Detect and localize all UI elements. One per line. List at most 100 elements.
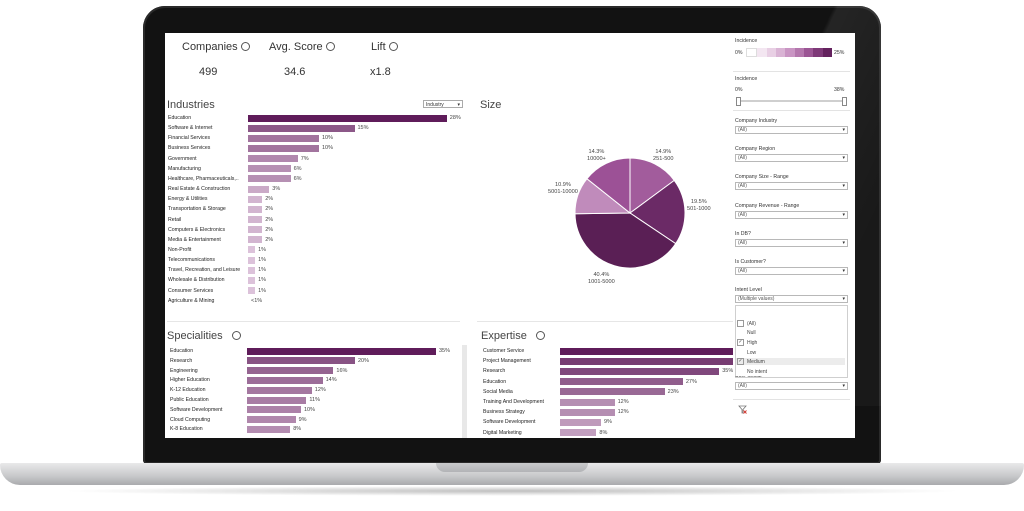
company-revenue-select[interactable]: (All) ▾ — [735, 211, 848, 219]
bar-value: 2% — [265, 236, 274, 243]
clear-filter-icon[interactable] — [738, 405, 747, 414]
bar[interactable] — [248, 155, 298, 163]
bar[interactable] — [248, 195, 263, 203]
bar[interactable] — [248, 246, 256, 254]
incidence-color-legend — [746, 48, 832, 57]
bar[interactable] — [248, 124, 355, 132]
bar[interactable] — [248, 165, 291, 173]
bar[interactable] — [248, 287, 256, 295]
bar-label: Government — [168, 155, 197, 162]
caret-down-icon: ▾ — [842, 296, 845, 302]
intent-option-all[interactable]: (All) — [737, 320, 756, 327]
bar-label: Financial Services — [168, 135, 211, 142]
info-icon[interactable] — [535, 330, 545, 340]
bar[interactable] — [248, 144, 319, 152]
bar-label: Digital Marketing — [483, 429, 522, 436]
pie-label-5001-10000: 10.9% 5001-10000 — [548, 182, 578, 195]
bar[interactable] — [247, 376, 323, 384]
bar[interactable] — [560, 429, 597, 437]
bar-value: 12% — [617, 409, 629, 416]
bar-value: 12% — [314, 387, 326, 394]
slider-handle-max[interactable] — [842, 97, 847, 106]
bar-value: 14% — [325, 377, 337, 384]
bar[interactable] — [248, 185, 270, 193]
bar[interactable] — [247, 396, 307, 404]
bar[interactable] — [247, 347, 436, 355]
info-icon[interactable] — [325, 41, 335, 51]
bar[interactable] — [248, 236, 263, 244]
bar-label: Higher Education — [170, 377, 210, 384]
pie-slice-501-1000[interactable] — [629, 179, 686, 245]
bar-value: 9% — [298, 416, 307, 423]
checkbox[interactable] — [737, 349, 744, 356]
legend-swatch — [813, 48, 823, 57]
bar[interactable] — [247, 386, 312, 394]
bar[interactable] — [560, 378, 683, 386]
bar[interactable] — [247, 425, 291, 433]
pie-slice-10000+[interactable] — [586, 157, 631, 215]
in-db-select[interactable]: (All) ▾ — [735, 239, 848, 247]
bar[interactable] — [560, 388, 665, 396]
company-industry-select[interactable]: (All) ▾ — [735, 126, 848, 134]
intent-option-high[interactable]: ✓ High — [737, 339, 758, 346]
specialities-scrollbar[interactable] — [462, 345, 467, 438]
checkbox-checked[interactable]: ✓ — [737, 339, 744, 346]
kpi-avg-score-value: 34.6 — [284, 66, 306, 78]
intent-option-low[interactable]: Low — [737, 349, 756, 356]
bar[interactable] — [247, 367, 334, 375]
bar[interactable] — [247, 406, 301, 414]
bar[interactable] — [247, 416, 296, 424]
filter-label: Is Customer? — [735, 259, 766, 265]
bar[interactable] — [248, 256, 256, 264]
bar[interactable] — [560, 408, 615, 416]
intent-option-no-intent[interactable]: No intent — [737, 368, 767, 375]
bar[interactable] — [248, 134, 319, 142]
intent-option-medium[interactable]: ✓ Medium — [736, 358, 845, 365]
checkbox-checked[interactable]: ✓ — [737, 358, 744, 365]
pie-label-251-500: 14.9% 251-500 — [653, 149, 674, 162]
bar-label: Media & Entertainment — [168, 236, 221, 243]
bar[interactable] — [248, 266, 256, 274]
pie-slice-1001-5000[interactable] — [574, 212, 677, 269]
bar-value: 2% — [265, 206, 274, 213]
bar[interactable] — [248, 175, 291, 183]
info-icon[interactable] — [240, 41, 250, 51]
bar[interactable] — [247, 357, 355, 365]
bar-label: Telecommunications — [168, 257, 215, 264]
industry-dropdown[interactable]: Industry ▾ — [423, 100, 463, 108]
pie-slice-251-500[interactable] — [629, 157, 675, 214]
is-customer-select[interactable]: (All) ▾ — [735, 267, 848, 275]
incidence-legend-min: 0% — [735, 50, 743, 56]
intent-level-label: Intent Level — [735, 287, 762, 293]
info-icon[interactable] — [388, 41, 398, 51]
bar[interactable] — [248, 114, 447, 122]
bar-value: 10% — [322, 135, 334, 142]
bar[interactable] — [560, 347, 735, 355]
bar-label: Manufacturing — [168, 165, 201, 172]
bar-value: 9% — [603, 419, 612, 426]
checkbox[interactable] — [737, 320, 744, 327]
info-icon[interactable] — [231, 330, 241, 340]
company-size-select[interactable]: (All) ▾ — [735, 182, 848, 190]
checkbox[interactable] — [737, 368, 744, 375]
incidence-slider-max: 38% — [834, 87, 845, 93]
company-region-select[interactable]: (All) ▾ — [735, 154, 848, 162]
slider-handle-min[interactable] — [736, 97, 741, 106]
bar[interactable] — [248, 276, 256, 284]
expertise-title: Expertise — [481, 330, 545, 342]
checkbox[interactable] — [737, 329, 744, 336]
kpi-companies-label: Companies — [182, 41, 250, 53]
incidence-slider-track[interactable] — [737, 100, 845, 102]
divider — [733, 399, 850, 400]
bar[interactable] — [560, 418, 601, 426]
bar[interactable] — [560, 357, 735, 365]
intent-option-null[interactable]: Null — [737, 329, 756, 336]
bar[interactable] — [560, 367, 720, 375]
bar[interactable] — [248, 226, 263, 234]
user-social-select[interactable]: (All) ▾ — [735, 382, 848, 390]
bar[interactable] — [248, 216, 263, 223]
bar[interactable] — [560, 398, 615, 406]
bar[interactable] — [248, 205, 263, 213]
intent-level-select[interactable]: (Multiple values) ▾ — [735, 295, 848, 303]
bar-label: Real Estate & Construction — [168, 186, 231, 193]
